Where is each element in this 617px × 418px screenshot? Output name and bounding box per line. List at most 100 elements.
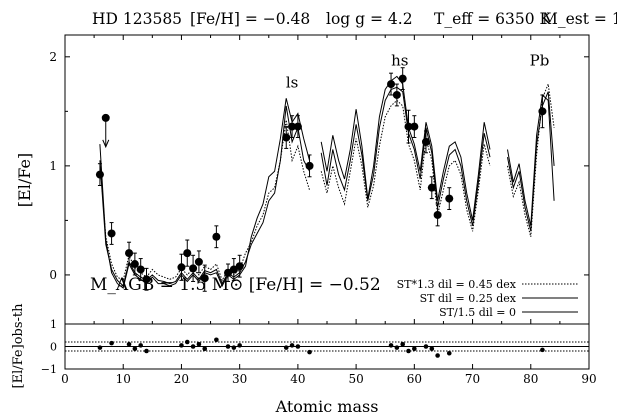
obs-point-4	[130, 260, 139, 269]
series-0-segment-2	[507, 82, 555, 237]
obs-point-12	[212, 232, 221, 241]
series-2-segment-1	[320, 75, 491, 221]
obs-point-0	[95, 170, 104, 179]
residual-point-28	[540, 347, 545, 353]
residual-point-15	[283, 345, 289, 350]
legend-label-st13: ST*1.3 dil = 0.45 dex	[397, 278, 517, 291]
model-label: M_AGB = 1.5 M⊙ [Fe/H] = −0.52	[90, 275, 381, 295]
legend-label-st15: ST/1.5 dil = 0	[439, 306, 516, 319]
obs-point-20	[387, 80, 396, 89]
obs-point-5	[136, 265, 145, 274]
obs-point-22	[398, 74, 407, 83]
observations	[95, 67, 547, 292]
obs-point-27	[433, 210, 442, 219]
y-tick-label-0: 0	[49, 268, 57, 282]
obs-point-7	[177, 263, 186, 272]
series-1-segment-1	[320, 86, 491, 226]
residual-point-14	[237, 343, 242, 348]
y-tick-label-2: 2	[49, 50, 57, 64]
residual-points	[65, 337, 589, 358]
residual-point-16	[289, 343, 295, 348]
y-tick-label-1: 1	[49, 159, 57, 173]
residual-point-8	[190, 344, 196, 349]
header-teff: T_eff = 6350 K	[434, 10, 551, 28]
obs-point-1	[101, 113, 110, 122]
resid-tick-label-2: 1	[50, 318, 57, 331]
residual-point-22	[406, 348, 411, 354]
residual-point-3	[132, 346, 138, 352]
residual-point-18	[307, 349, 312, 355]
residual-point-21	[400, 341, 405, 347]
residual-point-4	[138, 343, 143, 348]
resid-tick-label-1: 0	[50, 341, 57, 354]
obs-point-28	[445, 194, 454, 203]
residual-point-27	[446, 350, 452, 356]
series-1-segment-0	[99, 105, 310, 287]
legend-label-st: ST dil = 0.25 dex	[420, 292, 517, 305]
resid-tick-label-0: −1	[41, 363, 57, 376]
obs-point-3	[125, 249, 134, 258]
header-star: HD 123585	[92, 10, 182, 28]
residual-y-axis-label: [El/Fe]obs-th	[11, 303, 26, 389]
residual-point-25	[429, 346, 435, 352]
obs-point-17	[288, 122, 297, 131]
annotation-ls: ls	[286, 73, 299, 91]
x-tick-label-9: 90	[581, 372, 596, 386]
obs-point-2	[107, 229, 116, 238]
obs-point-16	[282, 133, 291, 142]
residual-point-13	[231, 345, 237, 350]
x-tick-label-1: 10	[116, 372, 131, 386]
series-0-segment-1	[320, 99, 491, 232]
residual-point-5	[144, 348, 149, 354]
obs-point-29	[538, 107, 547, 116]
obs-point-26	[427, 183, 436, 192]
x-tick-label-6: 60	[407, 372, 422, 386]
residual-point-10	[202, 346, 208, 352]
residual-point-0	[97, 345, 103, 350]
obs-point-10	[194, 257, 203, 266]
x-tick-label-3: 30	[232, 372, 247, 386]
series-1-segment-2	[507, 91, 555, 232]
obs-point-25	[421, 137, 430, 146]
axes-ticks: 0 10 20 30 40 50 60 70 80 90 0 1 2 −1 0 1	[41, 35, 597, 386]
residual-point-2	[126, 341, 132, 347]
header-feh: [Fe/H] = −0.48	[190, 10, 310, 28]
x-tick-label-0: 0	[61, 372, 69, 386]
x-tick-label-7: 70	[465, 372, 480, 386]
obs-point-14	[229, 265, 238, 274]
model-curves	[99, 75, 555, 289]
obs-point-11	[200, 274, 209, 283]
residual-point-17	[295, 344, 301, 349]
annotations: ls hs Pb	[286, 52, 550, 92]
annotation-hs: hs	[391, 52, 408, 70]
obs-point-18	[293, 122, 302, 131]
obs-point-15	[235, 262, 244, 271]
x-tick-label-8: 80	[523, 372, 538, 386]
residual-point-26	[435, 353, 440, 358]
obs-point-24	[410, 122, 419, 131]
x-axis-label: Atomic mass	[275, 397, 379, 416]
residual-point-9	[196, 341, 202, 347]
residual-point-11	[214, 337, 219, 343]
header-logg: log g = 4.2	[326, 10, 413, 28]
legend: ST*1.3 dil = 0.45 dex ST dil = 0.25 dex …	[397, 278, 578, 319]
residual-point-12	[225, 344, 231, 349]
annotation-Pb: Pb	[530, 52, 550, 70]
residual-point-23	[412, 346, 417, 352]
residual-point-6	[179, 343, 184, 348]
y-axis-label: [El/Fe]	[15, 153, 34, 207]
residual-point-20	[394, 345, 400, 350]
residual-point-19	[388, 343, 394, 348]
x-tick-label-4: 40	[290, 372, 305, 386]
obs-point-9	[189, 264, 198, 273]
obs-upperlimit-arrow-1	[102, 139, 110, 149]
obs-point-13	[224, 268, 233, 277]
obs-point-19	[305, 161, 314, 170]
residual-point-1	[109, 340, 114, 346]
obs-point-6	[142, 275, 151, 284]
header-mest: M_est = 1.1 M⊙	[542, 10, 617, 28]
residual-point-7	[184, 339, 190, 345]
obs-point-21	[392, 90, 401, 99]
x-tick-label-2: 20	[174, 372, 189, 386]
